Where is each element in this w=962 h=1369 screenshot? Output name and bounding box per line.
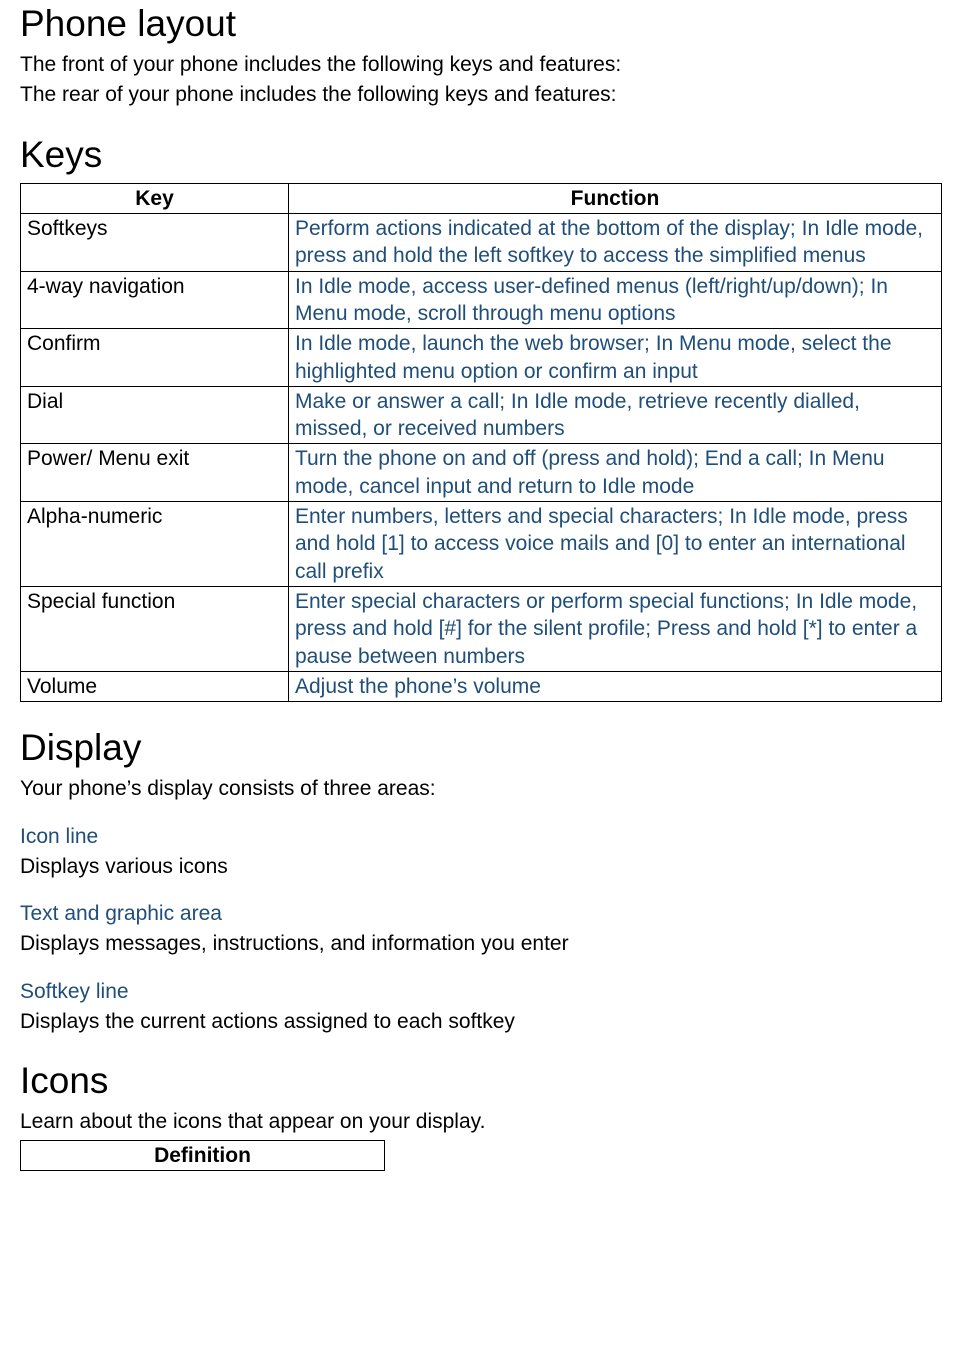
key-function: Make or answer a call; In Idle mode, ret… [289,386,942,444]
keys-heading: Keys [20,131,942,179]
display-area-desc: Displays the current actions assigned to… [20,1008,942,1035]
key-name: Alpha-numeric [21,502,289,587]
key-function: Perform actions indicated at the bottom … [289,214,942,272]
keys-col-function-header: Function [289,183,942,213]
key-function: Turn the phone on and off (press and hol… [289,444,942,502]
table-row: Confirm In Idle mode, launch the web bro… [21,329,942,387]
table-header-row: Definition [21,1140,385,1170]
key-function: Enter numbers, letters and special chara… [289,502,942,587]
icons-intro: Learn about the icons that appear on you… [20,1108,942,1135]
key-function: In Idle mode, launch the web browser; In… [289,329,942,387]
display-area-title: Text and graphic area [20,900,942,927]
key-name: Volume [21,671,289,701]
table-row: Power/ Menu exit Turn the phone on and o… [21,444,942,502]
display-heading: Display [20,724,942,772]
display-area-desc: Displays messages, instructions, and inf… [20,930,942,957]
key-name: Special function [21,586,289,671]
table-header-row: Key Function [21,183,942,213]
phone-layout-front-text: The front of your phone includes the fol… [20,51,942,78]
icons-heading: Icons [20,1057,942,1105]
display-intro: Your phone’s display consists of three a… [20,775,942,802]
key-name: 4-way navigation [21,271,289,329]
key-function: In Idle mode, access user-defined menus … [289,271,942,329]
display-area-title: Icon line [20,823,942,850]
table-row: Alpha-numeric Enter numbers, letters and… [21,502,942,587]
phone-layout-heading: Phone layout [20,0,942,48]
key-function: Adjust the phone’s volume [289,671,942,701]
key-name: Confirm [21,329,289,387]
phone-layout-rear-text: The rear of your phone includes the foll… [20,81,942,108]
table-row: Special function Enter special character… [21,586,942,671]
key-function: Enter special characters or perform spec… [289,586,942,671]
key-name: Dial [21,386,289,444]
key-name: Softkeys [21,214,289,272]
keys-col-key-header: Key [21,183,289,213]
icons-table: Definition [20,1140,385,1171]
display-area-desc: Displays various icons [20,853,942,880]
table-row: Volume Adjust the phone’s volume [21,671,942,701]
keys-table: Key Function Softkeys Perform actions in… [20,183,942,702]
icons-col-definition-header: Definition [21,1140,385,1170]
table-row: Softkeys Perform actions indicated at th… [21,214,942,272]
table-row: 4-way navigation In Idle mode, access us… [21,271,942,329]
table-row: Dial Make or answer a call; In Idle mode… [21,386,942,444]
key-name: Power/ Menu exit [21,444,289,502]
display-area-title: Softkey line [20,978,942,1005]
